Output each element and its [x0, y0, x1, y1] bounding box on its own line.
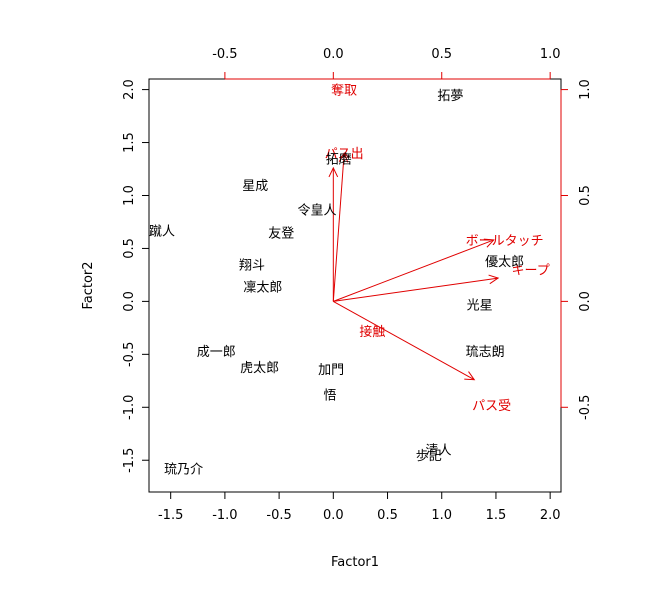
- score-label: 歩記: [416, 448, 442, 464]
- score-label: 拓磨: [326, 152, 352, 167]
- loading-arrowhead: [464, 371, 476, 381]
- loading-arrow: [333, 277, 499, 302]
- score-label: 友登: [268, 226, 294, 242]
- loading-arrowhead: [338, 151, 349, 163]
- score-label: 星成: [242, 179, 268, 194]
- score-label: 蹴人: [149, 224, 175, 239]
- loading-label: キープ: [512, 264, 550, 279]
- score-label: 成一郎: [197, 345, 236, 360]
- x-tick-label: -0.5: [266, 508, 291, 523]
- y-tick-label: 1.0: [122, 185, 137, 206]
- axis-loadings-x: -0.5 0.0 0.5 1.0: [212, 47, 561, 80]
- score-label: 悟: [324, 389, 337, 404]
- top-tick-label: -0.5: [212, 47, 237, 62]
- score-label: 清人: [425, 444, 451, 459]
- axis-factor2: -1.5 -1.0 -0.5 0.0 0.5 1.0 1.5 2.0: [122, 79, 150, 473]
- loading-arrow: [332, 153, 345, 302]
- top-tick-label: 1.0: [540, 47, 561, 62]
- score-label: 琉志朗: [466, 345, 505, 360]
- plot-frame: [148, 78, 562, 493]
- axis-factor1: -1.5 -1.0 -0.5 0.0 0.5 1.0 1.5 2.0: [158, 491, 561, 523]
- right-tick-label: 0.5: [578, 185, 593, 206]
- loading-label: 接触: [359, 324, 385, 340]
- loading-arrows: [328, 151, 500, 381]
- loading-label: ボールタッチ: [466, 234, 544, 249]
- score-label: 琉乃介: [164, 463, 203, 478]
- y-tick-label: 2.0: [122, 79, 137, 100]
- score-label: 虎太郎: [240, 361, 279, 376]
- loading-label: パス出: [325, 147, 364, 162]
- top-tick-label: 0.5: [431, 47, 452, 62]
- x-axis-title: Factor1: [331, 555, 379, 570]
- loading-arrow: [333, 239, 494, 302]
- x-tick-label: -1.5: [158, 508, 183, 523]
- score-label: 加門: [318, 363, 344, 378]
- score-label: 優太郎: [485, 255, 524, 270]
- loading-label: パス受: [472, 399, 511, 414]
- right-tick-label: 0.0: [578, 291, 593, 312]
- x-tick-label: 0.5: [377, 508, 398, 523]
- loading-arrowhead: [328, 166, 339, 178]
- top-tick-label: 0.0: [323, 47, 344, 62]
- score-label: 翔斗: [239, 258, 265, 273]
- axis-loadings-y: -0.5 0.0 0.5 1.0: [560, 79, 593, 420]
- loading-arrowhead: [488, 274, 500, 285]
- y-tick-label: -1.5: [122, 448, 137, 473]
- x-tick-label: 1.5: [486, 508, 507, 523]
- y-tick-label: -0.5: [122, 342, 137, 367]
- score-label: 凜太郎: [243, 281, 282, 296]
- loading-arrow: [333, 300, 475, 381]
- plot-box: [148, 78, 562, 493]
- y-axis-title: Factor2: [81, 261, 96, 309]
- loading-label: 奪取: [331, 83, 357, 99]
- x-tick-label: 0.0: [323, 508, 344, 523]
- loading-arrowhead: [483, 238, 495, 248]
- y-tick-label: 0.5: [122, 238, 137, 259]
- right-tick-label: 1.0: [578, 79, 593, 100]
- y-tick-label: 0.0: [122, 291, 137, 312]
- x-tick-label: -1.0: [212, 508, 237, 523]
- x-tick-label: 1.0: [431, 508, 452, 523]
- score-label: 拓夢: [437, 89, 463, 104]
- score-label: 令皇人: [298, 203, 337, 218]
- score-label: 光星: [467, 299, 493, 314]
- right-tick-label: -0.5: [578, 395, 593, 420]
- x-tick-label: 2.0: [540, 508, 561, 523]
- y-tick-label: 1.5: [122, 132, 137, 153]
- y-tick-label: -1.0: [122, 395, 137, 420]
